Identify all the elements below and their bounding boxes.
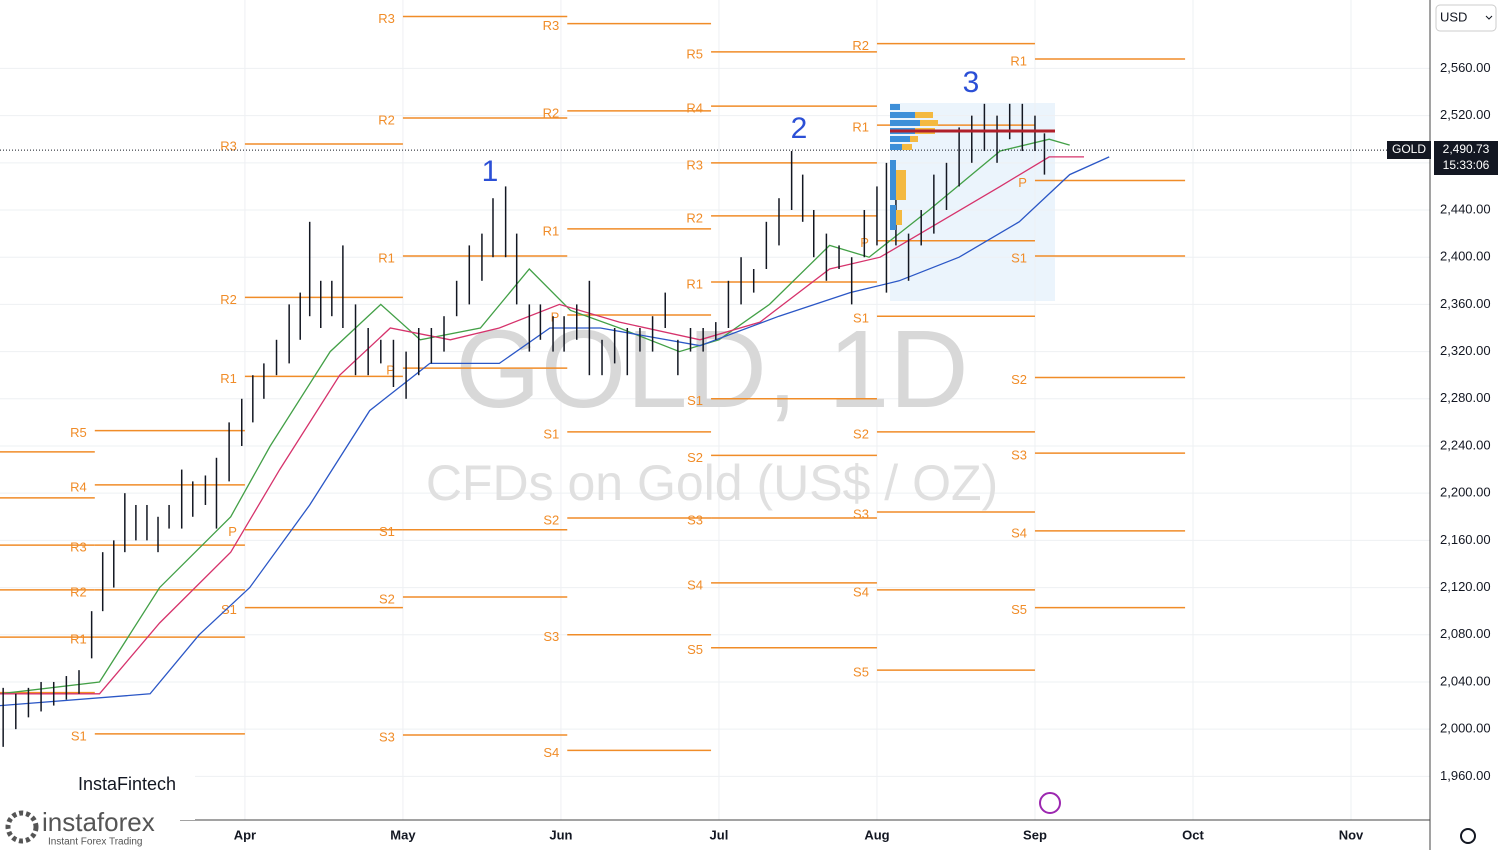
wave-label: 3 bbox=[963, 66, 980, 99]
pivot-label: S5 bbox=[687, 642, 703, 657]
settings-icon[interactable] bbox=[1460, 828, 1476, 844]
pivot-label: R1 bbox=[378, 250, 395, 265]
pivot-label: S4 bbox=[687, 577, 703, 592]
pivot-label: S3 bbox=[379, 729, 395, 744]
pivot-label: R3 bbox=[543, 18, 560, 33]
wave-label: 1 bbox=[482, 155, 499, 188]
pivot-label: S4 bbox=[1011, 525, 1027, 540]
watermark-title: GOLD, 1D bbox=[455, 308, 968, 431]
pivot-label: R3 bbox=[378, 11, 395, 26]
symbol-tag bbox=[1387, 141, 1431, 159]
wave-label: 2 bbox=[791, 112, 808, 145]
x-tick-label: Jun bbox=[549, 827, 572, 842]
brand-left: InstaFintech bbox=[78, 774, 176, 794]
pivot-label: R1 bbox=[1010, 53, 1027, 68]
pivot-label: P bbox=[228, 524, 237, 539]
pivot-label: S1 bbox=[853, 311, 869, 326]
pivot-label: R5 bbox=[686, 46, 703, 61]
moving-average bbox=[0, 138, 1070, 695]
y-tick-label: 2,000.00 bbox=[1440, 721, 1491, 736]
y-tick-label: 2,320.00 bbox=[1440, 343, 1491, 358]
pivot-label: S3 bbox=[543, 629, 559, 644]
pivot-label: S2 bbox=[1011, 372, 1027, 387]
y-tick-label: 2,360.00 bbox=[1440, 296, 1491, 311]
countdown: 15:33:06 bbox=[1443, 158, 1490, 172]
pivot-label: R1 bbox=[686, 276, 703, 291]
y-tick-label: 2,520.00 bbox=[1440, 107, 1491, 122]
logo-box bbox=[0, 805, 180, 850]
pivot-label: R3 bbox=[686, 157, 703, 172]
x-tick-label: Jul bbox=[710, 827, 729, 842]
moving-average bbox=[0, 156, 1110, 707]
y-tick-label: 2,400.00 bbox=[1440, 249, 1491, 264]
price-tag bbox=[1434, 141, 1498, 175]
y-tick-label: 1,960.00 bbox=[1440, 768, 1491, 783]
pivot-label: S3 bbox=[853, 506, 869, 521]
pivot-label: P bbox=[1018, 175, 1027, 190]
x-tick-label: Sep bbox=[1023, 827, 1047, 842]
pivot-label: R2 bbox=[70, 584, 87, 599]
pivot-label: R2 bbox=[852, 38, 869, 53]
pivot-label: S4 bbox=[543, 745, 559, 760]
pivot-label: R1 bbox=[70, 632, 87, 647]
y-tick-label: 2,440.00 bbox=[1440, 201, 1491, 216]
pivot-label: R4 bbox=[70, 479, 87, 494]
pivot-label: S1 bbox=[71, 728, 87, 743]
y-tick-label: 2,240.00 bbox=[1440, 437, 1491, 452]
brand-logo: instaforex bbox=[42, 807, 155, 837]
pivot-label: R1 bbox=[852, 120, 869, 135]
y-tick-label: 2,120.00 bbox=[1440, 579, 1491, 594]
pivot-label: S1 bbox=[543, 426, 559, 441]
pivot-label: P bbox=[386, 363, 395, 378]
pivot-label: P bbox=[551, 309, 560, 324]
x-tick-label: Nov bbox=[1339, 827, 1364, 842]
pivot-label: S2 bbox=[687, 450, 703, 465]
event-icon[interactable] bbox=[1039, 792, 1061, 814]
y-tick-label: 2,080.00 bbox=[1440, 626, 1491, 641]
price-axis bbox=[1430, 0, 1500, 820]
brand-tagline: Instant Forex Trading bbox=[48, 837, 143, 848]
pivot-label: S5 bbox=[1011, 602, 1027, 617]
pivot-label: R5 bbox=[70, 425, 87, 440]
pivot-label: S5 bbox=[853, 665, 869, 680]
y-tick-label: 2,160.00 bbox=[1440, 532, 1491, 547]
pivot-label: S3 bbox=[1011, 448, 1027, 463]
watermark-subtitle: CFDs on Gold (US$ / OZ) bbox=[426, 455, 998, 511]
pivot-label: S2 bbox=[853, 426, 869, 441]
y-tick-label: 2,200.00 bbox=[1440, 485, 1491, 500]
pivot-label: R2 bbox=[378, 112, 395, 127]
dropdown-icon bbox=[1485, 15, 1493, 20]
moving-average bbox=[0, 156, 1084, 695]
symbol-label: GOLD bbox=[1392, 142, 1426, 156]
y-tick-label: 2,560.00 bbox=[1440, 60, 1491, 75]
pivot-label: S1 bbox=[1011, 250, 1027, 265]
y-tick-label: 2,280.00 bbox=[1440, 390, 1491, 405]
x-tick-label: Aug bbox=[864, 827, 889, 842]
pivot-label: S1 bbox=[687, 393, 703, 408]
pivot-label: S1 bbox=[379, 524, 395, 539]
y-tick-label: 2,040.00 bbox=[1440, 673, 1491, 688]
x-tick-label: Apr bbox=[234, 827, 256, 842]
pivot-label: R4 bbox=[686, 101, 703, 116]
pivot-label: S2 bbox=[543, 512, 559, 527]
x-tick-label: Oct bbox=[1182, 827, 1204, 842]
pivot-label: R1 bbox=[543, 223, 560, 238]
pivot-label: R3 bbox=[70, 540, 87, 555]
x-tick-label: May bbox=[390, 827, 416, 842]
currency-label: USD bbox=[1440, 9, 1467, 24]
pivot-label: R1 bbox=[220, 371, 237, 386]
pivot-label: R3 bbox=[220, 138, 237, 153]
pivot-label: S2 bbox=[379, 591, 395, 606]
logo-gear bbox=[5, 810, 39, 844]
pivot-label: R2 bbox=[220, 292, 237, 307]
pivot-label: S3 bbox=[687, 512, 703, 527]
pivot-label: S4 bbox=[853, 584, 869, 599]
pivot-label: S1 bbox=[221, 602, 237, 617]
currency-select[interactable] bbox=[1435, 4, 1497, 32]
pivot-label: R2 bbox=[543, 105, 560, 120]
last-price-label: 2,490.73 bbox=[1443, 142, 1490, 156]
pivot-label: R2 bbox=[686, 210, 703, 225]
